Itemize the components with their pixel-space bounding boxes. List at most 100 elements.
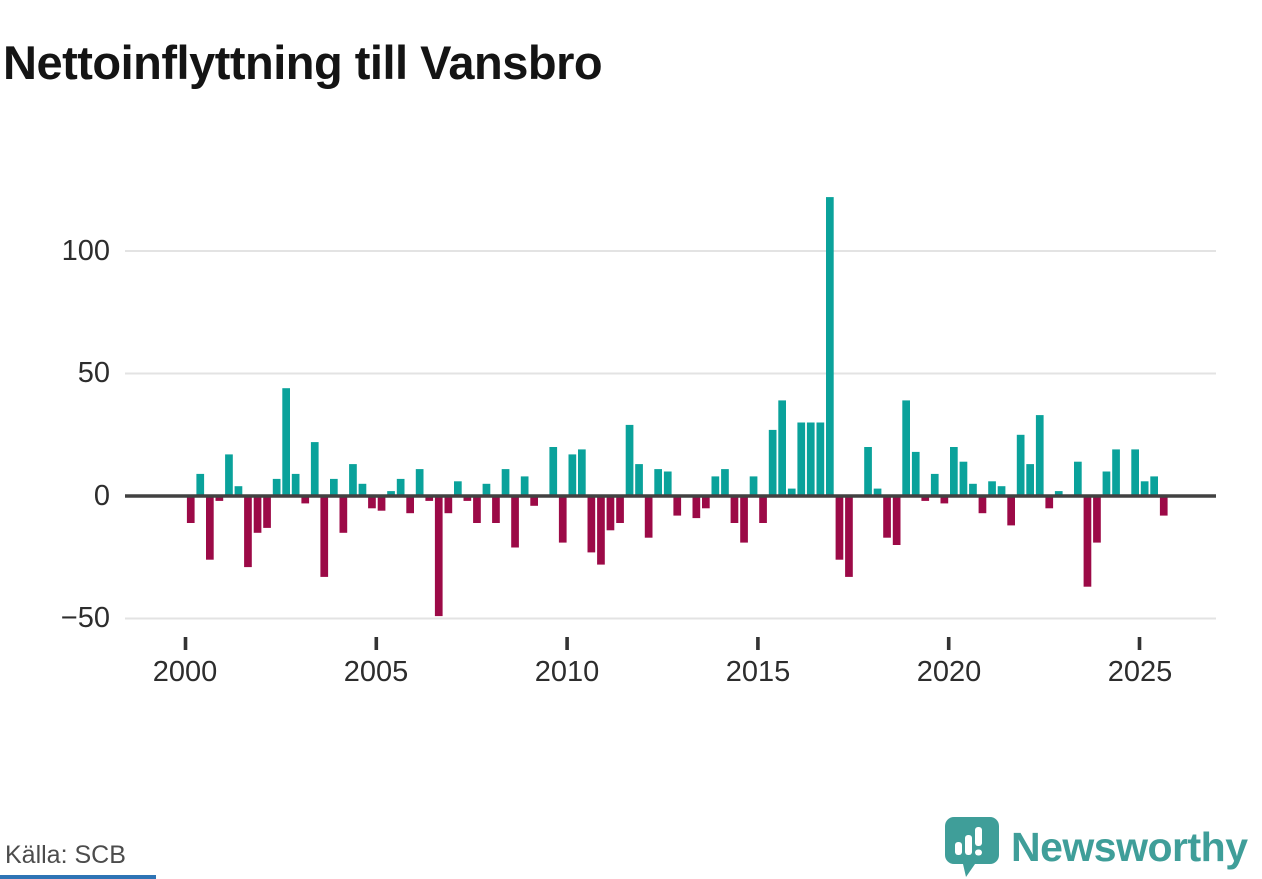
x-axis-label-2005: 2005	[343, 656, 409, 688]
bar-2012-Q2	[654, 469, 662, 497]
bar-2018-Q2	[883, 496, 891, 538]
y-axis-label-100: 100	[61, 235, 110, 267]
bar-2007-Q3	[473, 496, 481, 523]
y-axis-label-minus50: −50	[60, 602, 110, 634]
bar-2005-Q4	[406, 496, 414, 514]
bar-2021-Q2	[997, 486, 1006, 496]
bar-2016-Q4	[826, 197, 834, 496]
bar-2020-Q2	[959, 461, 968, 496]
bar-2004-Q1	[339, 496, 348, 533]
bar-2017-Q1	[835, 496, 844, 560]
bar-2019-Q4	[940, 496, 949, 504]
bar-2007-Q1	[454, 481, 462, 496]
bar-2020-Q3	[969, 483, 977, 497]
x-tick-2000	[183, 637, 188, 650]
bar-2005-Q1	[377, 496, 386, 511]
bar-2024-Q4	[1131, 449, 1139, 496]
newsworthy-brand-link[interactable]: Newsworthy	[944, 816, 1262, 878]
bar-2003-Q4	[330, 478, 338, 497]
bar-2021-Q3	[1007, 496, 1015, 526]
bar-2021-Q4	[1016, 434, 1025, 497]
bar-2004-Q3	[358, 483, 367, 497]
bar-2006-Q4	[444, 496, 453, 514]
bar-2013-Q3	[702, 496, 710, 509]
bar-2013-Q4	[711, 476, 720, 496]
bar-2012-Q1	[644, 496, 653, 538]
bar-2015-Q4	[787, 488, 796, 496]
bar-2024-Q1	[1102, 471, 1111, 496]
x-tick-2015	[756, 637, 760, 650]
bar-2007-Q4	[482, 483, 491, 497]
bar-2022-Q4	[1054, 491, 1063, 496]
bar-2009-Q4	[558, 496, 567, 543]
x-axis-label-2010: 2010	[534, 656, 600, 688]
bar-2025-Q2	[1150, 476, 1158, 496]
bar-2019-Q2	[921, 496, 930, 501]
x-tick-2005	[374, 637, 379, 650]
bar-2017-Q4	[864, 447, 872, 496]
bar-2016-Q1	[797, 422, 806, 496]
bar-2023-Q4	[1093, 496, 1101, 543]
bar-2023-Q2	[1074, 461, 1082, 496]
bar-2022-Q1	[1026, 464, 1034, 496]
bar-2018-Q3	[892, 496, 901, 545]
bar-2014-Q4	[749, 476, 758, 496]
bar-2025-Q1	[1140, 481, 1149, 496]
bar-2006-Q1	[415, 469, 424, 497]
x-tick-2025	[1137, 637, 1142, 650]
bar-2000-Q1	[186, 496, 195, 523]
bar-2011-Q1	[606, 496, 615, 531]
bar-2024-Q2	[1112, 449, 1120, 496]
bar-2006-Q2	[425, 496, 434, 501]
bar-2001-Q3	[244, 496, 252, 568]
bar-2019-Q3	[930, 473, 939, 496]
bar-2021-Q1	[988, 481, 996, 496]
bar-2005-Q2	[387, 491, 395, 496]
bar-2010-Q4	[597, 496, 605, 565]
bar-2004-Q2	[349, 464, 357, 496]
x-tick-2010	[565, 637, 569, 650]
bar-2005-Q3	[396, 478, 405, 497]
x-tick-2020	[946, 637, 951, 650]
bar-2001-Q1	[225, 454, 233, 497]
source-note: Källa: SCB	[5, 841, 126, 869]
bar-2011-Q3	[625, 424, 634, 496]
bar-2015-Q2	[768, 429, 777, 497]
y-axis-label-50: 50	[77, 357, 110, 389]
bar-2015-Q3	[778, 400, 786, 496]
bar-2022-Q3	[1045, 496, 1054, 509]
bar-2000-Q2	[196, 473, 205, 496]
x-axis-label-2015: 2015	[725, 656, 791, 688]
bar-2018-Q4	[902, 400, 910, 496]
bar-2001-Q4	[253, 496, 262, 533]
bar-2012-Q4	[673, 496, 682, 516]
bottom-accent-bar	[0, 875, 156, 879]
x-axis-label-2020: 2020	[916, 656, 982, 688]
newsworthy-logo-icon	[944, 816, 1000, 878]
bar-2023-Q3	[1083, 496, 1092, 587]
bar-2003-Q3	[320, 496, 329, 577]
bar-2002-Q1	[263, 496, 271, 528]
bar-2013-Q2	[692, 496, 701, 519]
bar-2020-Q1	[950, 447, 958, 496]
bar-2001-Q2	[234, 486, 243, 496]
bar-2006-Q3	[434, 496, 443, 617]
bar-2016-Q3	[816, 422, 825, 496]
x-axis-label-2025: 2025	[1107, 656, 1173, 688]
bar-2008-Q1	[492, 496, 500, 523]
bar-2009-Q1	[530, 496, 538, 506]
bar-2008-Q4	[520, 476, 529, 496]
bar-2014-Q2	[730, 496, 739, 523]
newsworthy-wordmark: Newsworthy	[1011, 823, 1248, 870]
bar-2000-Q4	[215, 496, 224, 501]
bar-2000-Q3	[206, 496, 214, 560]
bar-2014-Q1	[721, 469, 729, 497]
y-axis-label-0: 0	[93, 480, 110, 512]
bar-2022-Q2	[1035, 415, 1044, 496]
bar-2014-Q3	[740, 496, 748, 543]
bar-2015-Q1	[759, 496, 767, 523]
bar-2008-Q3	[511, 496, 519, 548]
x-axis-label-2000: 2000	[152, 656, 218, 688]
